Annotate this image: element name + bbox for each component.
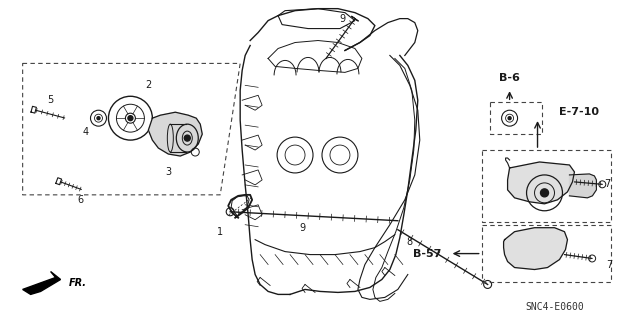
Text: 8: 8 xyxy=(407,237,413,247)
Polygon shape xyxy=(22,271,61,294)
Polygon shape xyxy=(148,112,202,156)
Text: 2: 2 xyxy=(145,80,152,90)
Text: 3: 3 xyxy=(165,167,172,177)
Circle shape xyxy=(541,189,548,197)
Text: E-7-10: E-7-10 xyxy=(559,107,600,117)
Text: 6: 6 xyxy=(77,195,84,205)
Text: 4: 4 xyxy=(83,127,88,137)
Text: 1: 1 xyxy=(217,227,223,237)
Circle shape xyxy=(508,117,511,120)
Text: SNC4-E0600: SNC4-E0600 xyxy=(525,302,584,312)
Text: 9: 9 xyxy=(299,223,305,233)
Polygon shape xyxy=(504,228,568,270)
Polygon shape xyxy=(570,174,596,198)
Text: 5: 5 xyxy=(47,95,54,105)
Text: FR.: FR. xyxy=(68,278,86,288)
Text: 7: 7 xyxy=(604,179,611,189)
Text: 7: 7 xyxy=(606,260,612,270)
Polygon shape xyxy=(508,162,575,204)
Circle shape xyxy=(97,117,100,120)
Circle shape xyxy=(184,135,190,141)
Text: 9: 9 xyxy=(339,14,345,24)
Circle shape xyxy=(128,116,133,121)
Text: B-57: B-57 xyxy=(413,249,442,259)
Text: B-6: B-6 xyxy=(499,73,520,83)
